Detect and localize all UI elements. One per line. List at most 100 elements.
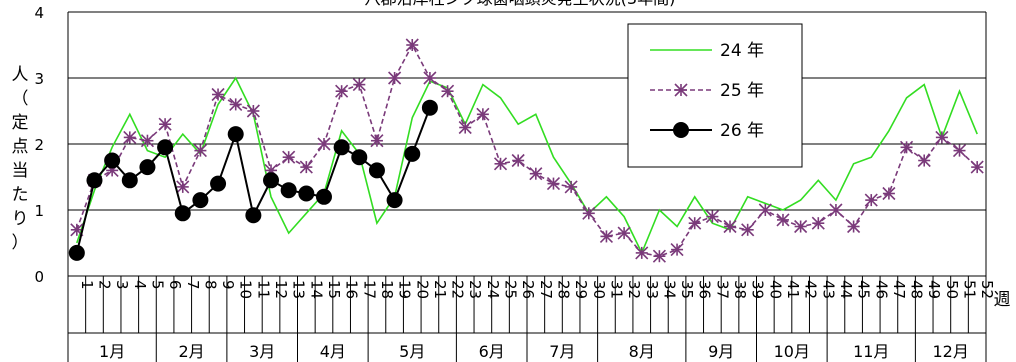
month-label: 12月	[933, 342, 969, 361]
series-line	[76, 43, 978, 258]
data-point	[298, 185, 315, 202]
data-point	[315, 188, 332, 205]
month-label: 2月	[178, 342, 204, 361]
month-label: 3月	[249, 342, 275, 361]
y-axis-label-char: ）	[12, 233, 29, 253]
week-label: 51	[961, 280, 979, 299]
y-axis-label-char: （	[12, 89, 29, 109]
data-point	[86, 172, 103, 189]
data-point	[123, 130, 137, 144]
data-point	[617, 226, 631, 240]
week-label: 16	[343, 280, 361, 299]
week-label: 31	[607, 280, 625, 299]
week-label: 14	[307, 280, 325, 299]
data-point	[652, 249, 666, 263]
week-label: 11	[254, 280, 272, 299]
data-point	[423, 71, 437, 85]
data-point	[776, 213, 790, 227]
chart-title: 八郡沿岸柱ンク球菌咽頭炎発生状況(3年間)	[365, 0, 676, 8]
week-label: 20	[413, 280, 431, 299]
month-label: 9月	[708, 342, 734, 361]
week-label: 37	[713, 280, 731, 299]
data-point	[546, 177, 561, 191]
data-point	[368, 162, 385, 179]
data-point	[140, 134, 155, 148]
data-point	[351, 149, 368, 166]
data-point	[176, 180, 190, 194]
data-point	[635, 246, 649, 260]
data-point	[227, 126, 244, 143]
data-point	[68, 244, 85, 261]
legend-label: 24 年	[720, 41, 764, 61]
week-label: 49	[925, 280, 943, 299]
month-label: 7月	[549, 342, 575, 361]
week-label: 12	[272, 280, 290, 299]
data-point	[847, 219, 861, 234]
data-point	[458, 120, 472, 135]
data-point	[333, 139, 350, 156]
data-point	[917, 153, 931, 168]
week-label: 33	[643, 280, 661, 299]
data-point	[192, 192, 209, 209]
week-label: 7	[184, 280, 202, 290]
data-point	[882, 186, 896, 201]
y-axis-label-char: 点	[12, 137, 29, 157]
week-label: 34	[660, 280, 678, 299]
month-label: 4月	[320, 342, 346, 361]
y-axis-ticks: 0 1 2 3 4	[34, 4, 44, 286]
legend-marker	[673, 122, 689, 138]
week-label: 30	[590, 280, 608, 299]
week-label: 52	[978, 280, 996, 299]
y-axis-label-char: 人	[12, 65, 29, 85]
week-label: 25	[502, 280, 520, 299]
week-label: 15	[325, 280, 343, 299]
legend-box	[627, 23, 803, 168]
week-label: 17	[360, 280, 378, 299]
data-point	[157, 139, 174, 156]
data-point	[741, 223, 755, 237]
data-point	[299, 160, 313, 174]
week-label: 38	[731, 280, 749, 299]
week-label: 5	[148, 280, 166, 290]
data-point	[404, 145, 421, 162]
week-label: 36	[696, 280, 714, 299]
data-point	[670, 243, 684, 257]
data-point	[899, 140, 914, 154]
data-point	[952, 144, 967, 158]
data-point	[193, 144, 207, 158]
month-label: 8月	[629, 342, 655, 361]
week-label: 19	[396, 280, 414, 299]
data-point	[599, 229, 614, 243]
data-point	[829, 203, 843, 217]
data-point	[935, 130, 949, 144]
week-label: 48	[908, 280, 926, 299]
y-axis-label-char: り	[12, 209, 29, 229]
data-point	[210, 175, 227, 192]
week-label: 6	[166, 280, 184, 290]
data-point	[263, 172, 280, 189]
week-label: 3	[113, 280, 131, 290]
data-point	[211, 87, 225, 102]
week-label: 13	[290, 280, 308, 299]
data-point	[139, 159, 156, 176]
data-point	[317, 137, 331, 151]
data-point	[335, 84, 349, 98]
y-axis-label-char: 定	[12, 113, 29, 133]
month-label: 6月	[479, 342, 505, 361]
data-point	[421, 99, 438, 116]
legend-label: 26 年	[720, 121, 764, 141]
week-label: 28	[554, 280, 572, 299]
y-tick-label: 4	[34, 4, 44, 22]
y-axis-label: 人 （ 定点当たり ）	[12, 65, 29, 253]
data-point	[688, 216, 702, 230]
y-axis-label-char: た	[12, 185, 29, 205]
week-label: 32	[625, 280, 643, 299]
y-tick-label: 3	[34, 70, 44, 88]
y-tick-label: 2	[34, 136, 44, 154]
y-tick-label: 0	[34, 268, 44, 286]
month-label: 11月	[853, 342, 889, 361]
week-label: 4	[131, 280, 149, 290]
series-layer	[68, 38, 984, 263]
data-point	[564, 180, 578, 194]
